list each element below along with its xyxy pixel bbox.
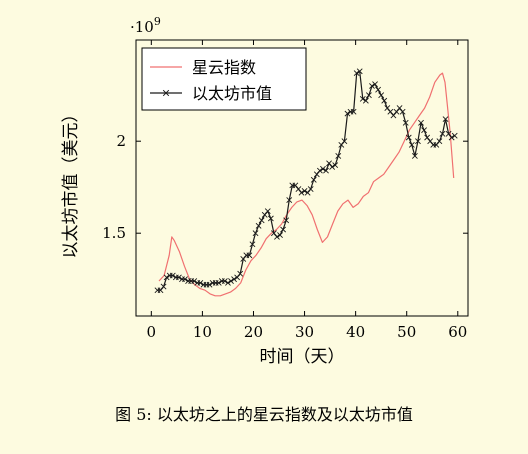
data-point-marker [301, 187, 308, 194]
data-point-marker [310, 176, 317, 183]
figure-caption: 图 5: 以太坊之上的星云指数及以太坊市值 [115, 405, 413, 424]
data-point-marker [323, 167, 329, 174]
data-point-marker [415, 138, 421, 145]
data-point-marker [442, 116, 449, 123]
data-point-marker [402, 119, 409, 126]
data-point-marker [307, 186, 314, 192]
data-point-marker [225, 279, 231, 286]
y-axis-label: 以太坊市值（美元） [61, 106, 81, 259]
legend-box [141, 47, 307, 111]
data-point-marker [298, 189, 305, 196]
data-point-marker [369, 83, 375, 89]
data-point-marker [215, 279, 222, 286]
data-point-marker [439, 130, 446, 137]
legend: 星云指数 以太坊市值 [141, 47, 307, 111]
data-point-marker [163, 274, 170, 281]
data-point-marker [252, 230, 259, 237]
data-point-marker [418, 119, 424, 126]
data-point-marker [182, 276, 188, 283]
y-axis-multiplier-exponent: 9 [154, 15, 161, 28]
data-point-marker [280, 226, 287, 233]
data-point-marker [191, 278, 198, 284]
legend-marker-x [162, 89, 170, 97]
x-tick-label: 40 [346, 323, 365, 341]
data-point-marker [274, 233, 280, 240]
data-point-marker [378, 92, 385, 99]
data-point-marker [283, 217, 290, 224]
data-point-marker [169, 272, 176, 279]
data-point-marker [421, 127, 427, 134]
x-tick-label: 30 [295, 323, 314, 341]
plot-frame [135, 39, 469, 317]
data-point-marker [408, 141, 415, 148]
data-point-marker [320, 165, 326, 172]
data-point-marker [175, 274, 182, 281]
series-layer [154, 68, 458, 297]
data-point-marker [237, 270, 244, 277]
data-point-marker [246, 252, 253, 259]
data-point-marker [267, 215, 274, 222]
data-point-marker [249, 241, 256, 248]
ticks-layer: 0 10 20 30 40 50 60 1.5 2 [102, 40, 468, 341]
data-point-marker [350, 108, 357, 115]
data-point-marker [332, 162, 339, 169]
data-point-marker [335, 153, 342, 159]
data-point-marker [329, 164, 336, 170]
data-point-marker [344, 110, 351, 117]
data-point-marker [362, 97, 369, 104]
x-tick-label: 0 [147, 323, 157, 341]
series-line-nebula-index [158, 72, 455, 297]
data-point-marker [399, 108, 406, 115]
data-point-marker [228, 278, 234, 284]
x-tick-label: 10 [193, 323, 212, 341]
legend-label-nebula-index: 星云指数 [192, 58, 256, 77]
data-point-marker [316, 167, 323, 174]
data-point-marker [286, 197, 293, 203]
data-point-marker [341, 138, 348, 145]
data-point-marker [436, 138, 443, 145]
data-point-marker [206, 281, 213, 288]
y-axis-multiplier-base: ·10 [130, 18, 154, 36]
data-point-marker [411, 153, 418, 159]
x-tick-label: 20 [244, 323, 263, 341]
x-tick-label: 60 [448, 323, 467, 341]
y-tick-label: 1.5 [102, 224, 126, 242]
data-point-marker [359, 95, 366, 102]
y-tick-label: 2 [116, 132, 126, 150]
data-point-marker [255, 222, 262, 229]
data-point-marker [405, 134, 412, 141]
data-point-marker [375, 86, 382, 93]
data-point-marker [277, 232, 283, 238]
data-point-marker [221, 278, 228, 284]
data-point-marker [381, 97, 388, 104]
data-point-marker [231, 276, 237, 283]
data-point-marker [365, 92, 372, 99]
legend-label-ethereum-market-cap: 以太坊市值 [192, 84, 272, 103]
data-point-marker [264, 208, 271, 215]
data-point-marker [197, 279, 204, 286]
x-axis-label: 时间（天） [260, 347, 345, 367]
data-point-marker [258, 217, 265, 224]
data-point-marker [451, 132, 458, 139]
x-tick-label: 50 [397, 323, 416, 341]
data-point-marker [160, 283, 167, 290]
y-axis-multiplier: ·109 [130, 15, 161, 36]
data-point-marker [356, 68, 363, 75]
data-point-marker [448, 134, 455, 141]
data-point-marker [372, 81, 378, 88]
data-point-marker [353, 70, 360, 77]
